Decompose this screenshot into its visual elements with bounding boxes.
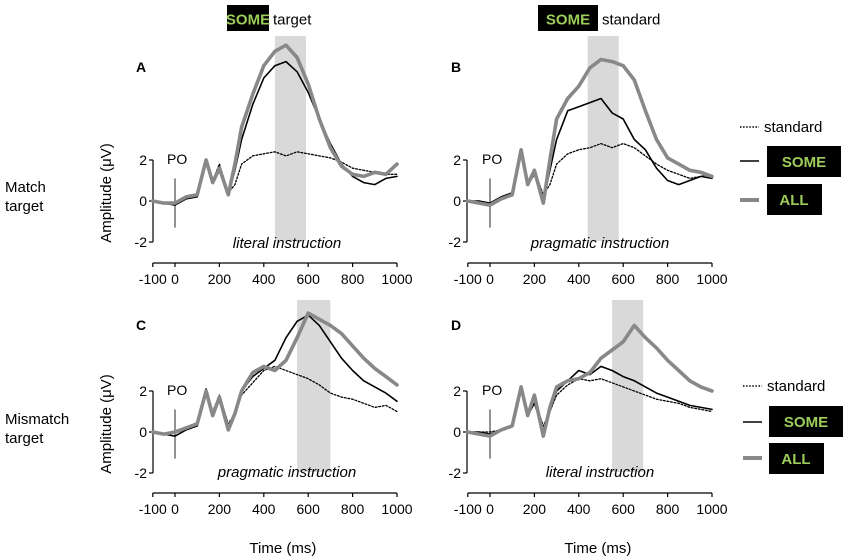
legend-top-all-label: ALL: [779, 192, 808, 209]
panel-d-x-tick-label: 400: [567, 501, 591, 517]
panel-a-y-tick-label: 2: [139, 152, 147, 168]
panel-c-series-some: [152, 314, 398, 437]
panel-c-y-tick-label: 2: [139, 383, 147, 399]
panel-c-series-all: [151, 311, 399, 436]
panel-c-y-tick-label: -2: [135, 465, 148, 481]
panel-d-x-tick-label: 0: [486, 501, 494, 517]
header-left-badge: [227, 5, 269, 31]
panel-a-series-some: [152, 60, 398, 206]
panel-d-onset-label: PO: [482, 382, 502, 398]
legend-top-standard-label: standard: [764, 119, 822, 136]
panel-b-x-tick-label: 0: [486, 271, 494, 287]
panel-b-y-tick-label: 0: [453, 193, 461, 209]
legend-top-some-label: SOME: [782, 154, 826, 171]
panel-d-y-tick-label: 2: [453, 383, 461, 399]
panel-a-x-tick-label: 1000: [381, 271, 412, 287]
legend-bottom-all-label: ALL: [781, 451, 810, 468]
panel-c-note: pragmatic instruction: [217, 464, 356, 481]
panel-d-note: literal instruction: [546, 464, 654, 481]
panel-a-x-tick-label: 0: [171, 271, 179, 287]
panel-c-x-tick-label: -100: [139, 501, 167, 517]
panel-c-x-tick-label: 200: [208, 501, 232, 517]
row-label-mismatch-line1: Mismatch: [5, 411, 69, 428]
panel-b-x-tick-label: 600: [612, 271, 636, 287]
panel-a-y-label: Amplitude (μV): [98, 143, 115, 243]
row-label-match-line2: target: [5, 198, 44, 215]
panel-d-x-tick-label: 200: [523, 501, 547, 517]
panel-a-y-tick-label: -2: [135, 234, 148, 250]
legend-top-all-badge: [767, 184, 822, 215]
panel-d-x-tick-label: 1000: [696, 501, 727, 517]
panel-b-x-tick-label: 800: [656, 271, 680, 287]
panel-d-window: [612, 300, 644, 472]
header-right: SOME standard: [538, 5, 660, 31]
panel-d-series-standard: [467, 378, 713, 433]
panel-b-x-tick-label: 400: [567, 271, 591, 287]
panel-d-x-tick-label: -100: [454, 501, 482, 517]
panel-d-series-all: [465, 323, 714, 438]
header-left-text: target: [273, 12, 312, 29]
panel-d-letter: D: [451, 317, 461, 333]
panel-d-y-tick-label: 0: [453, 424, 461, 440]
panel-d-y-tick-label: -2: [449, 465, 462, 481]
legend-top-some-badge: [767, 146, 841, 177]
panel-d-series-some: [466, 365, 713, 435]
row-label-match-line1: Match: [5, 179, 46, 196]
header-left: SOME target: [226, 5, 312, 31]
header-right-badge-text: SOME: [546, 12, 590, 29]
panel-a-y-tick-label: 0: [139, 193, 147, 209]
panel-b-y-tick-label: -2: [449, 234, 462, 250]
panel-d-x-tick-label: 600: [612, 501, 636, 517]
legend-bottom: standard SOME ALL: [743, 378, 843, 474]
legend-bottom-some-label: SOME: [784, 414, 828, 431]
panel-c-x-tick-label: 600: [297, 501, 321, 517]
panel-a-x-tick-label: 800: [341, 271, 365, 287]
header-right-badge: [538, 5, 598, 31]
panel-a-x-tick-label: 200: [208, 271, 232, 287]
legend-bottom-standard-label: standard: [767, 378, 825, 395]
header-left-badge-text: SOME: [226, 12, 270, 29]
panel-c-x-label: Time (ms): [249, 540, 316, 557]
panel-b-series-all: [465, 57, 714, 207]
panel-b-onset-label: PO: [482, 151, 502, 167]
row-label-mismatch-line2: target: [5, 430, 44, 447]
panel-b-x-tick-label: 1000: [696, 271, 727, 287]
panel-a-series-all: [151, 43, 399, 205]
panel-b-x-tick-label: 200: [523, 271, 547, 287]
panel-b-series-standard: [467, 142, 713, 204]
panel-b-window: [587, 36, 619, 241]
panel-a-letter: A: [136, 59, 146, 75]
panel-a-x-tick-label: 400: [252, 271, 276, 287]
panel-c-onset-label: PO: [167, 382, 187, 398]
panel-a-x-tick-label: 600: [297, 271, 321, 287]
panel-c-letter: C: [136, 317, 146, 333]
legend-bottom-some-badge: [769, 406, 843, 437]
panel-d-x-tick-label: 800: [656, 501, 680, 517]
panel-c-x-tick-label: 0: [171, 501, 179, 517]
panel-c-y-label: Amplitude (μV): [98, 374, 115, 474]
panel-b-letter: B: [451, 59, 461, 75]
panel-a-onset-label: PO: [167, 151, 187, 167]
panel-c-x-tick-label: 400: [252, 501, 276, 517]
panel-a-x-tick-label: -100: [139, 271, 167, 287]
panel-a-note: literal instruction: [233, 235, 341, 252]
header-right-text: standard: [602, 12, 660, 29]
panel-b-x-tick-label: -100: [454, 271, 482, 287]
legend-bottom-all-badge: [769, 443, 824, 474]
panel-c-y-tick-label: 0: [139, 424, 147, 440]
panel-b-note: pragmatic instruction: [530, 235, 669, 252]
panel-c-x-tick-label: 800: [341, 501, 365, 517]
panel-d-x-label: Time (ms): [564, 540, 631, 557]
panel-c-x-tick-label: 1000: [381, 501, 412, 517]
panel-b-y-tick-label: 2: [453, 152, 461, 168]
legend-top: standard SOME ALL: [740, 119, 841, 215]
